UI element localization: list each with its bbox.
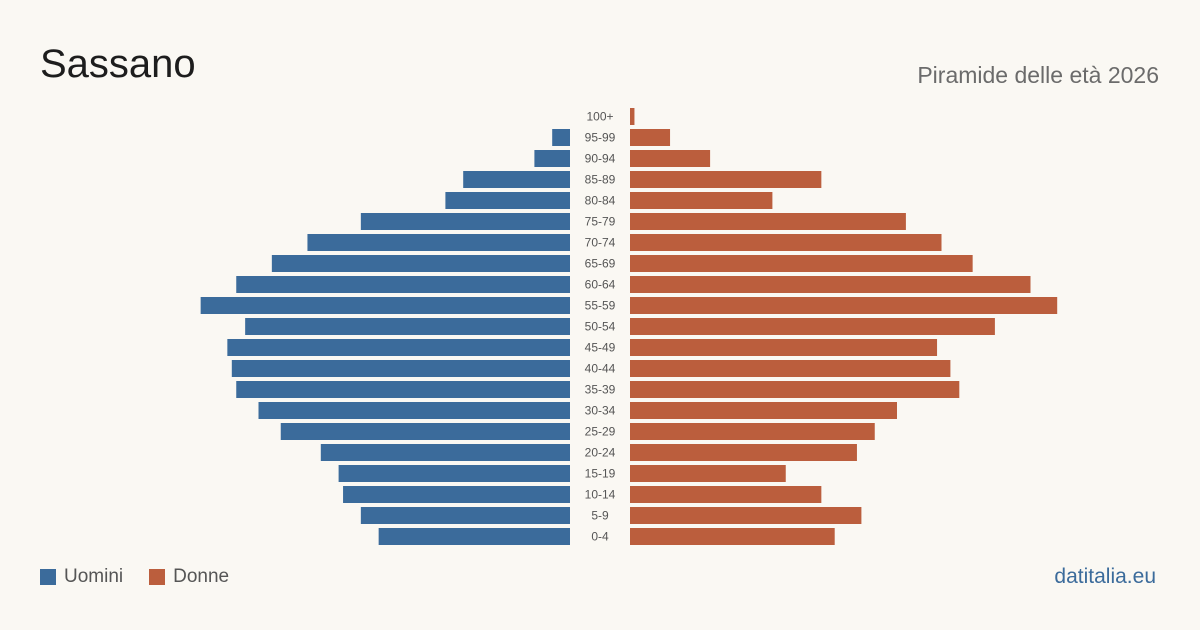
bar-men-20-24	[320, 444, 570, 461]
bar-women-60-64	[630, 276, 1031, 293]
bar-women-25-29	[630, 423, 875, 440]
bar-men-10-14	[343, 486, 570, 503]
bar-women-95-99	[630, 129, 671, 146]
age-label-95-99: 95-99	[585, 131, 616, 145]
bar-men-95-99	[552, 129, 570, 146]
age-label-0-4: 0-4	[591, 530, 609, 544]
age-label-80-84: 80-84	[585, 194, 616, 208]
bar-women-85-89	[630, 171, 822, 188]
legend-swatch-men	[40, 569, 56, 585]
bar-women-70-74	[630, 234, 942, 251]
age-label-25-29: 25-29	[585, 425, 616, 439]
age-label-40-44: 40-44	[585, 362, 616, 376]
age-label-50-54: 50-54	[585, 320, 616, 334]
bar-men-45-49	[227, 339, 570, 356]
bar-women-80-84	[630, 192, 773, 209]
bar-men-75-79	[360, 213, 570, 230]
bar-men-55-59	[200, 297, 570, 314]
age-label-10-14: 10-14	[585, 488, 616, 502]
age-label-85-89: 85-89	[585, 173, 616, 187]
bar-women-55-59	[630, 297, 1058, 314]
bar-men-15-19	[338, 465, 570, 482]
bar-men-30-34	[258, 402, 570, 419]
bar-men-5-9	[360, 507, 570, 524]
age-label-5-9: 5-9	[591, 509, 609, 523]
bar-women-65-69	[630, 255, 973, 272]
age-label-35-39: 35-39	[585, 383, 616, 397]
bar-men-50-54	[245, 318, 570, 335]
bar-women-75-79	[630, 213, 906, 230]
age-label-100plus: 100+	[586, 110, 613, 124]
bar-women-15-19	[630, 465, 786, 482]
legend-item-women: Donne	[149, 566, 229, 588]
bar-women-0-4	[630, 528, 835, 545]
page-title: Sassano	[40, 42, 196, 86]
bar-men-70-74	[307, 234, 570, 251]
age-label-30-34: 30-34	[585, 404, 616, 418]
bar-women-5-9	[630, 507, 862, 524]
legend-label-men: Uomini	[64, 566, 124, 587]
legend-item-men: Uomini	[40, 566, 123, 588]
bar-women-20-24	[630, 444, 857, 461]
bar-women-35-39	[630, 381, 960, 398]
bar-men-25-29	[280, 423, 570, 440]
bar-men-80-84	[445, 192, 570, 209]
brand-link[interactable]: datitalia.eu	[1054, 565, 1156, 588]
age-label-90-94: 90-94	[585, 152, 616, 166]
legend-label-women: Donne	[173, 566, 230, 587]
bar-men-60-64	[236, 276, 570, 293]
age-label-60-64: 60-64	[585, 278, 616, 292]
bar-women-40-44	[630, 360, 951, 377]
age-label-55-59: 55-59	[585, 299, 616, 313]
bar-men-40-44	[231, 360, 571, 377]
bar-women-30-34	[630, 402, 897, 419]
bar-women-100plus	[630, 108, 635, 125]
age-label-70-74: 70-74	[585, 236, 616, 250]
age-label-20-24: 20-24	[585, 446, 616, 460]
chart-subtitle: Piramide delle età 2026	[917, 62, 1159, 88]
age-label-15-19: 15-19	[585, 467, 616, 481]
bar-men-90-94	[534, 150, 570, 167]
age-label-65-69: 65-69	[585, 257, 616, 271]
bar-men-65-69	[271, 255, 570, 272]
bar-women-10-14	[630, 486, 822, 503]
bar-women-90-94	[630, 150, 711, 167]
age-label-75-79: 75-79	[585, 215, 616, 229]
bar-women-50-54	[630, 318, 995, 335]
bar-men-35-39	[236, 381, 570, 398]
age-label-45-49: 45-49	[585, 341, 616, 355]
bar-men-0-4	[378, 528, 570, 545]
bar-men-85-89	[463, 171, 570, 188]
legend: Uomini Donne	[40, 566, 255, 588]
bar-women-45-49	[630, 339, 938, 356]
legend-swatch-women	[149, 569, 166, 585]
